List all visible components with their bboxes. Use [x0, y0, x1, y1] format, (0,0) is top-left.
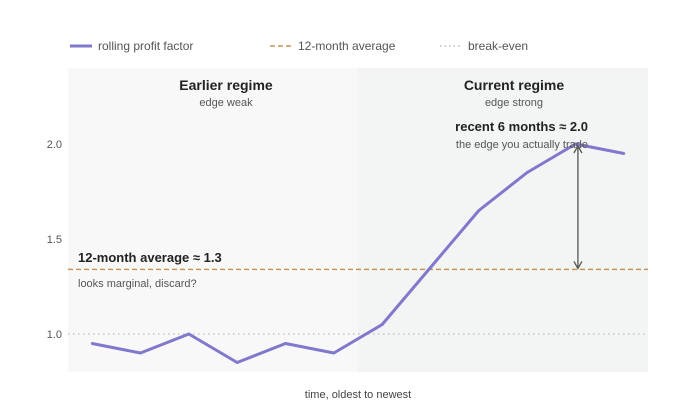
data-point [622, 152, 626, 155]
average-annotation-note: looks marginal, discard? [78, 278, 197, 290]
region-background-0 [68, 68, 358, 372]
data-point [525, 171, 529, 174]
data-point [332, 351, 336, 355]
region-subtitle-earlier: edge weak [199, 97, 253, 109]
gap-arrow [573, 144, 583, 270]
region-background-1 [358, 68, 648, 372]
y-tick-label: 1.5 [47, 234, 62, 246]
recent-annotation-title: recent 6 months ≈ 2.0 [455, 119, 588, 134]
x-axis-label: time, oldest to newest [305, 389, 411, 401]
data-point [90, 342, 94, 345]
series-points [90, 142, 626, 364]
data-point [477, 209, 481, 212]
profit-factor-line [91, 142, 625, 364]
region-subtitle-current: edge strong [485, 97, 543, 109]
data-point [187, 332, 191, 336]
region-backgrounds [68, 68, 648, 372]
data-point [429, 266, 432, 269]
data-point [284, 342, 287, 345]
legend-label-average: 12-month average [298, 39, 396, 53]
average-annotation-title: 12-month average ≈ 1.3 [78, 250, 222, 265]
data-point [139, 351, 142, 355]
data-point [235, 361, 239, 364]
legend-label-profit-factor: rolling profit factor [98, 39, 193, 53]
y-tick-label: 2.0 [47, 139, 62, 151]
recent-annotation-note: the edge you actually trade [456, 139, 588, 151]
data-point [380, 323, 384, 326]
y-ticks: 1.0 1.5 2.0 [47, 139, 62, 341]
data-point [574, 142, 577, 146]
legend: rolling profit factor 12-month average b… [70, 39, 528, 53]
region-title-earlier: Earlier regime [179, 77, 273, 93]
region-title-current: Current regime [464, 77, 565, 93]
y-tick-label: 1.0 [47, 329, 62, 341]
legend-label-break-even: break-even [468, 39, 528, 53]
